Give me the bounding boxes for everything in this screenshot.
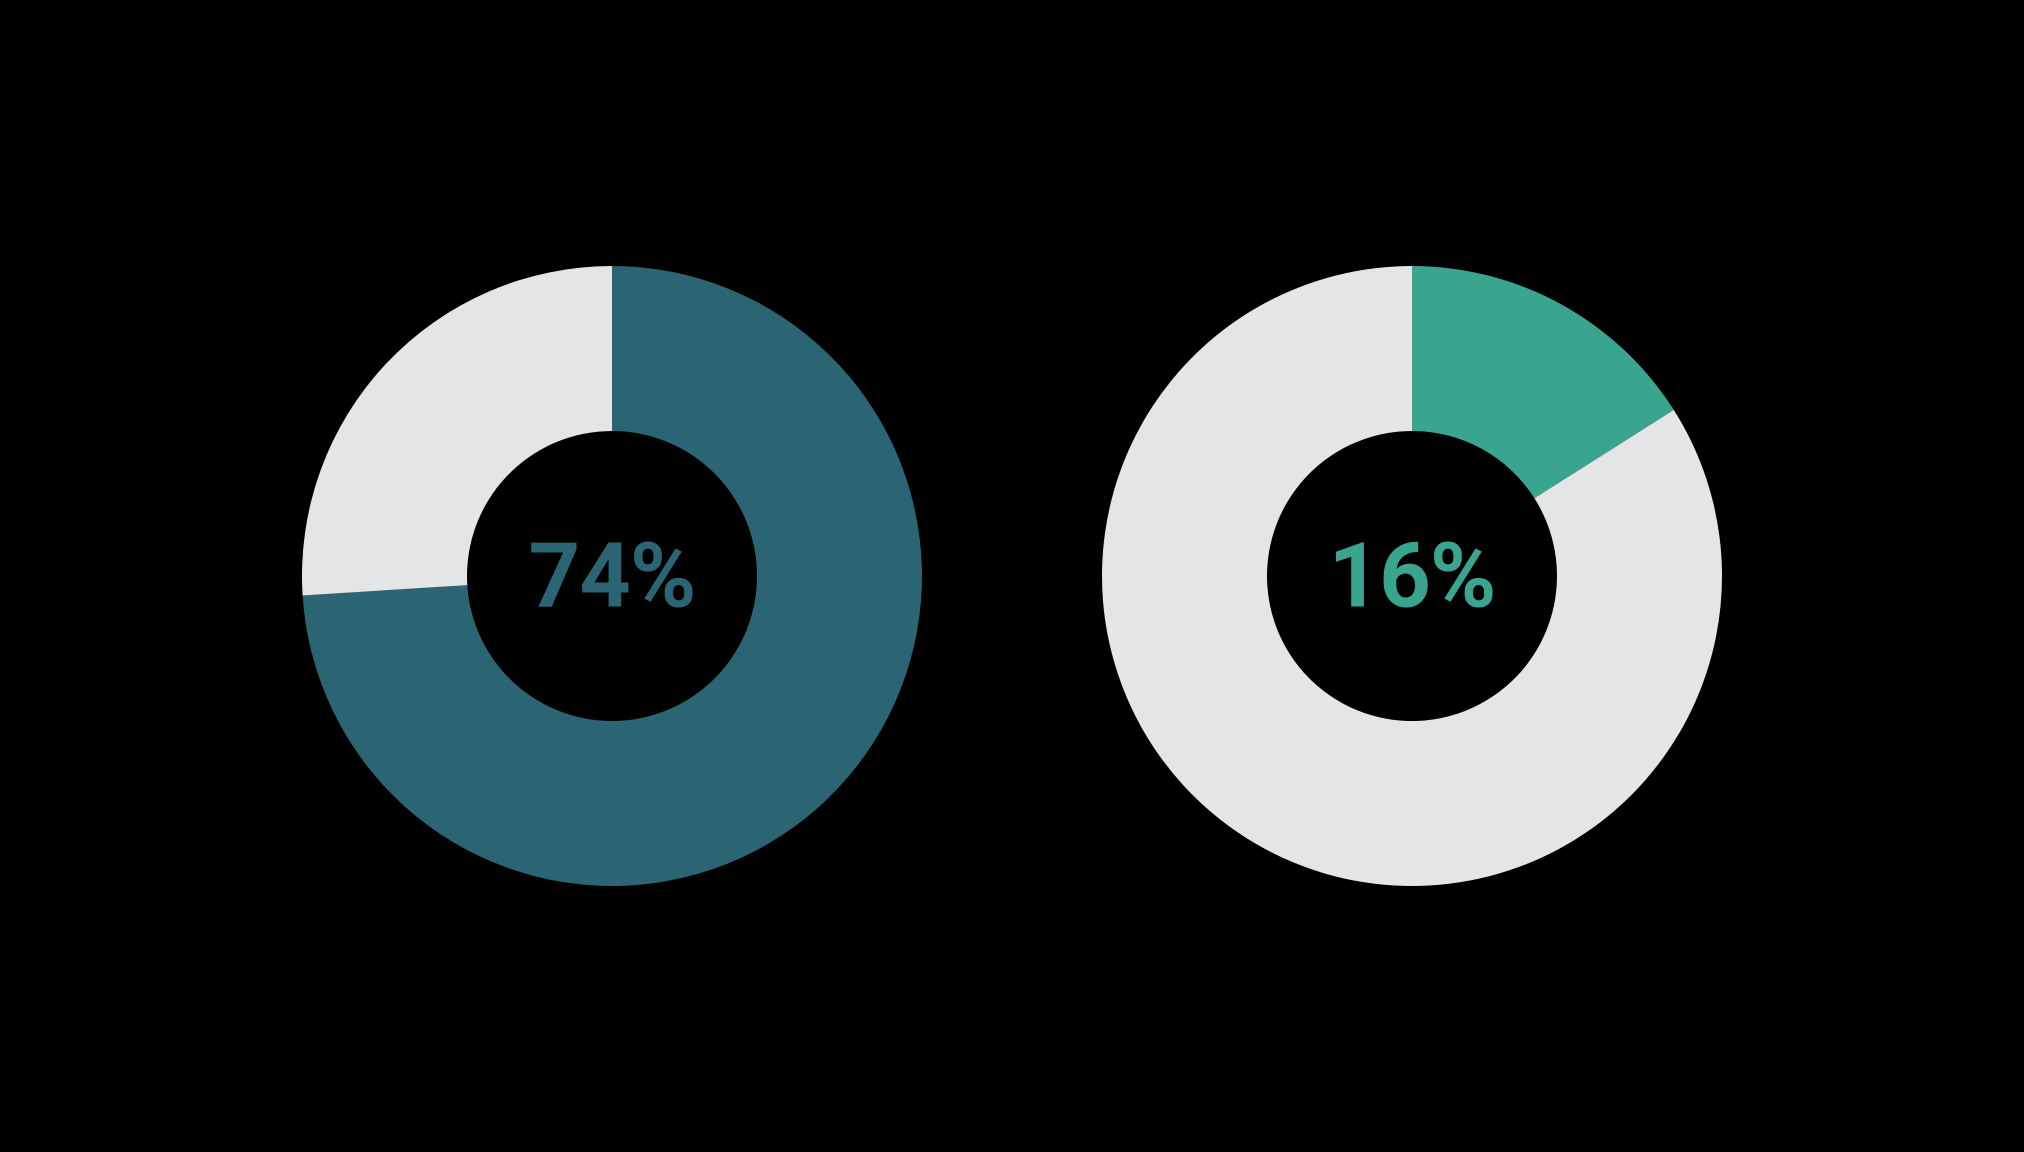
donut-chart-1: 74%	[302, 266, 922, 886]
donut-chart-2: 16%	[1102, 266, 1722, 886]
donut-label-2: 16%	[1329, 524, 1496, 629]
donut-label-1: 74%	[529, 524, 696, 629]
